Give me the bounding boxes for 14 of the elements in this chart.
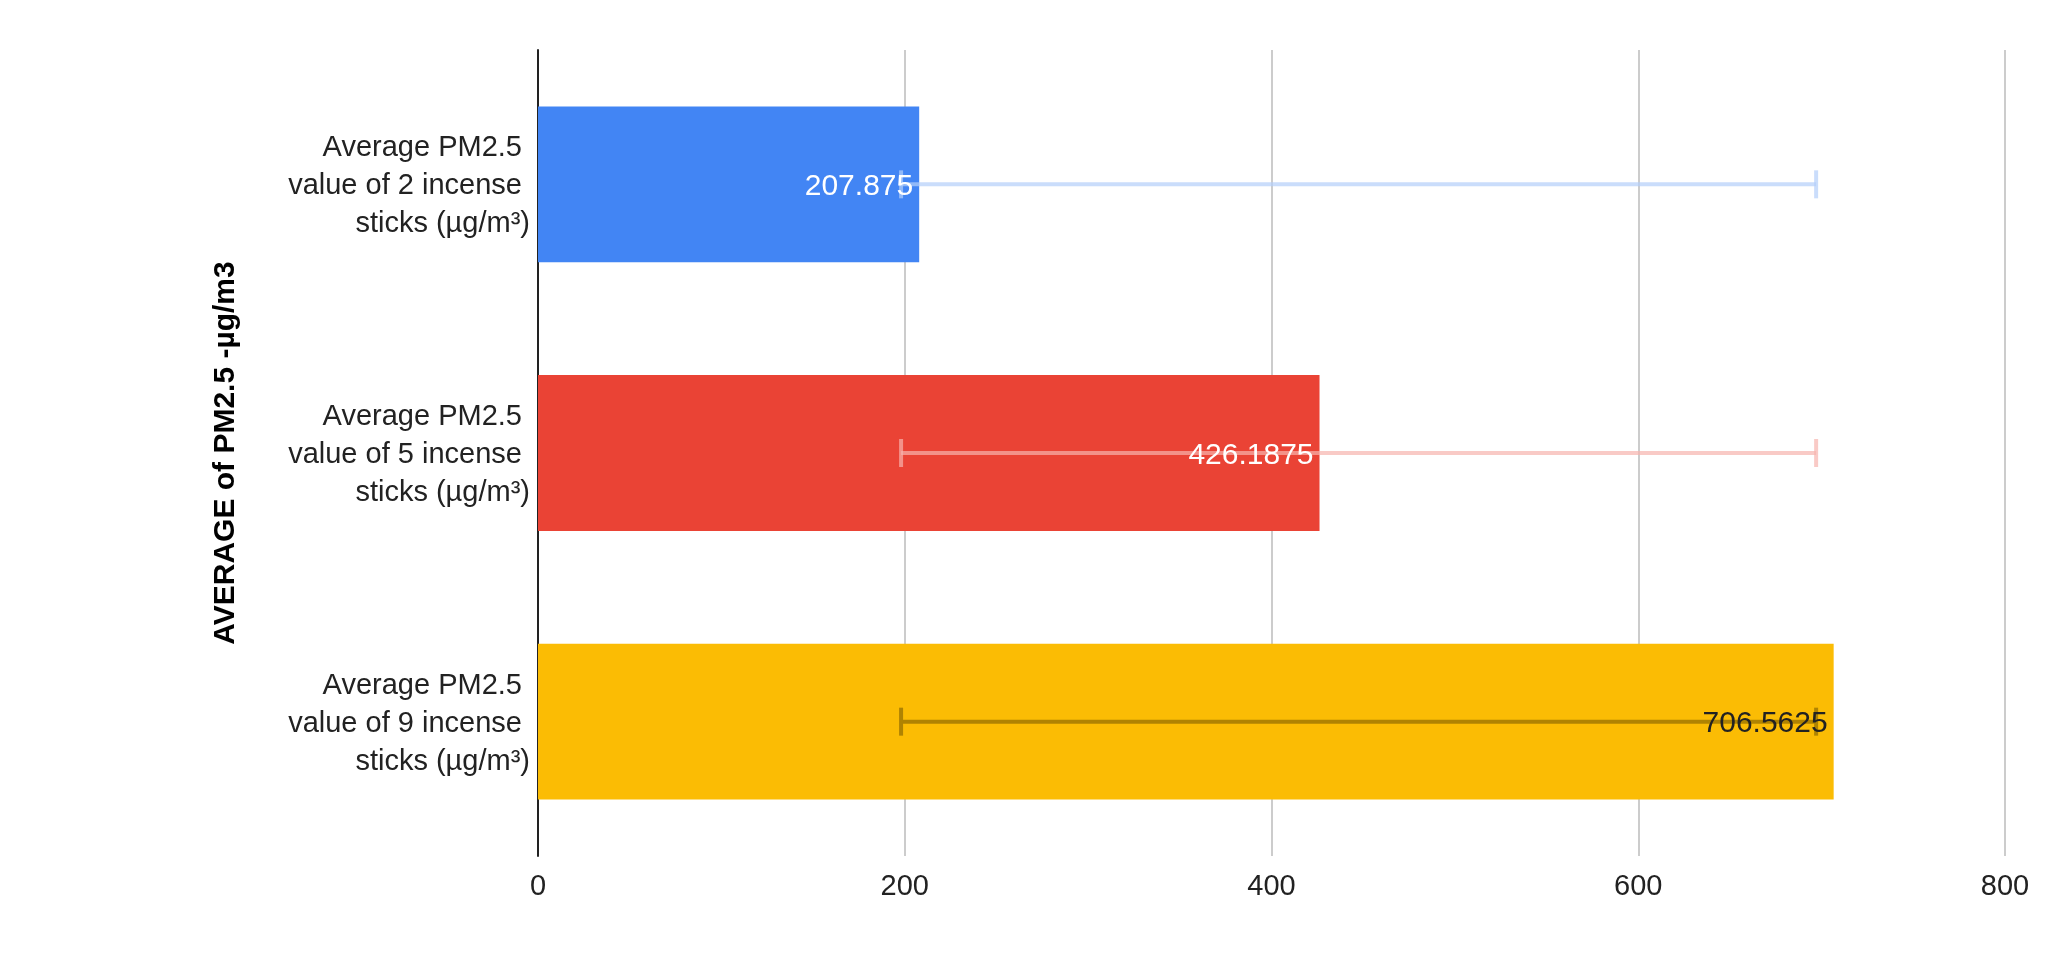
data-label: 426.1875 [1188,436,1314,470]
data-label: 207.875 [804,167,914,201]
y-tick-label: Average PM2.5 value of 5 incense sticks (µg/m³) [288,399,530,507]
x-tick-label: 0 [529,868,547,901]
x-tick-label: 200 [880,868,929,901]
bar [538,643,1834,800]
y-axis-title: AVERAGE of PM2.5 -µg/m3 [206,261,240,645]
y-tick-label: Average PM2.5 value of 9 incense sticks (µg/m³) [288,667,530,776]
data-label: 706.5625 [1702,705,1828,739]
bar [538,106,920,263]
x-tick-label: 600 [1614,868,1663,901]
x-tick-label: 800 [1980,868,2030,901]
x-tick-label: 400 [1247,868,1296,901]
y-tick-label: Average PM2.5 value of 2 incense sticks (µg/m³) [288,130,530,239]
